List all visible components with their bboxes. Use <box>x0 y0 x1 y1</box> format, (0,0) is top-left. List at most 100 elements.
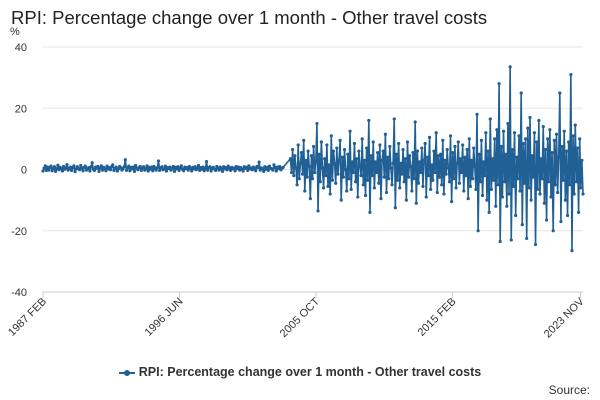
data-point <box>356 195 360 199</box>
data-point <box>41 169 45 173</box>
data-point <box>362 158 367 162</box>
data-point <box>56 163 60 167</box>
data-point <box>420 146 424 150</box>
data-point <box>206 168 210 172</box>
data-point <box>574 180 578 184</box>
data-point <box>246 168 250 173</box>
x-tick-label: 2015 FEB <box>416 296 459 339</box>
data-point <box>426 174 431 178</box>
data-point <box>274 169 278 173</box>
data-point <box>378 143 382 147</box>
data-point <box>195 166 199 170</box>
data-point <box>391 161 395 165</box>
data-point <box>163 164 167 168</box>
data-point <box>554 132 559 136</box>
data-point <box>381 149 385 153</box>
data-point <box>434 131 438 135</box>
data-point <box>581 192 585 196</box>
data-point <box>488 117 492 121</box>
data-point <box>483 174 487 178</box>
legend[interactable]: RPI: Percentage change over 1 month - Ot… <box>0 365 600 379</box>
legend-label: RPI: Percentage change over 1 month - Ot… <box>138 365 482 379</box>
data-point <box>104 169 108 173</box>
data-point <box>505 204 509 208</box>
data-point <box>450 200 454 204</box>
data-point <box>422 158 426 162</box>
data-point <box>326 184 330 188</box>
data-point <box>376 151 380 155</box>
data-point <box>158 168 162 173</box>
data-point <box>512 131 517 135</box>
data-point <box>546 137 550 141</box>
data-point <box>453 144 457 149</box>
data-point <box>509 238 513 242</box>
data-point <box>395 178 400 182</box>
data-point <box>573 123 577 127</box>
data-point <box>233 169 237 173</box>
y-tick-label: -40 <box>11 287 27 299</box>
data-point <box>162 167 166 171</box>
data-point <box>570 249 574 253</box>
data-point <box>196 163 201 168</box>
data-point <box>442 192 446 196</box>
data-point <box>475 112 479 116</box>
data-point <box>562 129 566 133</box>
data-point <box>201 165 205 169</box>
data-point <box>521 141 525 146</box>
data-point <box>342 147 347 152</box>
data-point <box>134 163 138 168</box>
data-point <box>278 164 282 169</box>
data-point <box>291 147 295 152</box>
data-point <box>508 65 512 69</box>
data-point <box>429 187 433 192</box>
y-tick-label: 0 <box>21 165 27 177</box>
data-point <box>471 177 475 181</box>
data-point <box>190 169 194 173</box>
data-point <box>443 158 447 162</box>
data-point <box>412 177 416 181</box>
data-point <box>380 158 384 162</box>
data-point <box>262 169 266 173</box>
data-point <box>383 132 387 136</box>
data-point <box>522 181 527 185</box>
data-point <box>500 195 505 199</box>
data-point <box>172 169 177 173</box>
data-point <box>350 160 354 164</box>
data-point <box>301 172 305 176</box>
data-point <box>318 180 322 184</box>
data-point <box>203 166 207 171</box>
data-point <box>527 186 531 190</box>
data-point <box>345 189 349 193</box>
data-point <box>346 152 350 156</box>
data-point <box>355 157 359 161</box>
data-point <box>400 172 404 176</box>
y-axis-ticks: 40 20 0 -20 -40 <box>11 42 27 299</box>
data-point <box>533 242 538 247</box>
data-point <box>409 164 413 169</box>
data-point <box>351 170 355 175</box>
data-point <box>480 193 485 198</box>
data-point <box>490 157 495 161</box>
data-point <box>365 146 369 150</box>
data-point <box>558 91 562 95</box>
data-point <box>384 190 389 195</box>
data-point <box>530 154 534 158</box>
data-point <box>411 151 415 155</box>
data-point <box>485 198 489 202</box>
data-point <box>551 229 555 233</box>
data-point <box>271 168 275 172</box>
data-point <box>402 180 406 184</box>
source-credit[interactable]: Source: <box>548 383 590 397</box>
data-point <box>288 157 293 161</box>
data-point <box>124 168 129 173</box>
data-point <box>387 177 391 181</box>
data-point <box>462 189 466 193</box>
data-point <box>309 154 314 158</box>
data-point <box>305 175 309 179</box>
data-point <box>535 140 539 144</box>
data-point <box>430 163 434 167</box>
data-point <box>487 210 491 214</box>
data-point <box>341 175 346 179</box>
data-point <box>392 117 396 121</box>
data-point <box>445 147 449 152</box>
